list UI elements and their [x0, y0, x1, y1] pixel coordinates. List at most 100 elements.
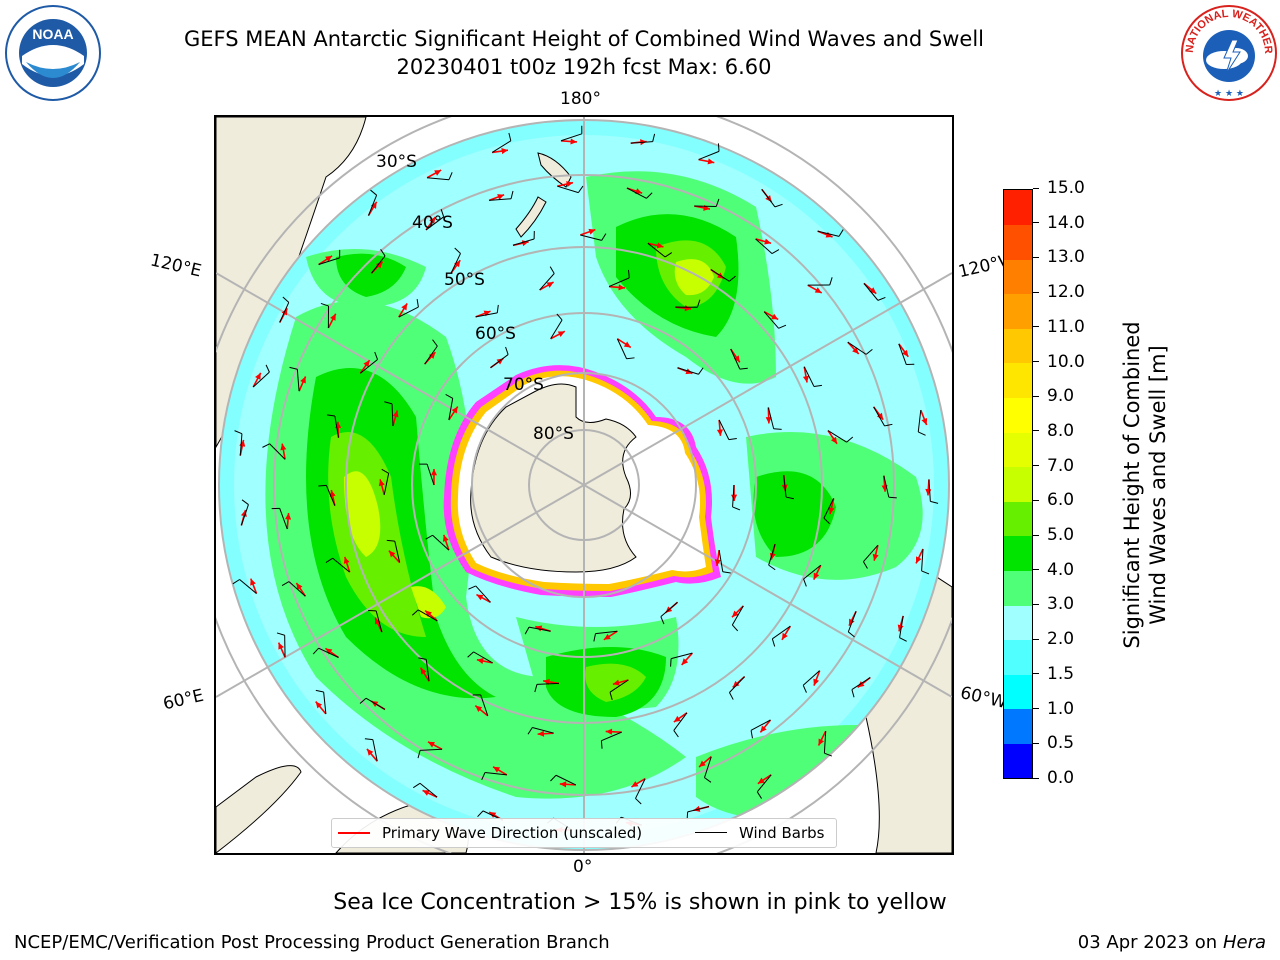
wave-arrow-head	[375, 617, 381, 625]
wave-arrow-head	[699, 760, 706, 768]
colorbar-label-line2: Wind Waves and Swell [m]	[1146, 345, 1170, 625]
wind-barb	[448, 398, 454, 421]
polar-map	[216, 117, 952, 853]
wind-barb-feather	[660, 616, 665, 625]
colorbar	[1003, 189, 1033, 779]
wind-barb-feather	[698, 367, 704, 375]
wind-barb-feather	[921, 570, 930, 575]
wind-barb	[296, 369, 300, 392]
wind-barb-feather	[673, 730, 679, 738]
legend-wave-swatch	[338, 832, 370, 834]
wave-arrow-head	[612, 679, 620, 686]
wind-barb-feather	[899, 637, 907, 642]
wind-barb-feather	[454, 247, 461, 254]
wind-barb	[847, 611, 857, 633]
wave-arrow-head	[451, 406, 458, 414]
map-panel	[214, 115, 954, 855]
colorbar-segment	[1004, 328, 1032, 364]
wind-barb-feather	[750, 730, 753, 739]
wind-barb	[371, 255, 386, 274]
wind-barb	[670, 652, 693, 660]
wave-arrow-head	[300, 376, 306, 384]
wind-barb	[899, 615, 904, 638]
wave-arrow-head	[897, 624, 904, 632]
wind-barb-feather	[550, 774, 557, 782]
wind-barb	[391, 403, 394, 426]
wind-barb-feather	[318, 484, 327, 487]
colorbar-tick: 1.0	[1033, 699, 1074, 719]
wind-barb-feather	[739, 367, 748, 370]
wind-barb	[239, 433, 243, 456]
lon-label-60e: 60°E	[161, 685, 206, 715]
colorbar-tick: 4.0	[1033, 560, 1074, 580]
wave-arrow-head	[921, 418, 928, 426]
wind-barb	[851, 677, 871, 691]
wave-arrow-head	[618, 284, 625, 291]
wind-barb-feather	[778, 324, 787, 329]
wind-barb-feather	[534, 684, 538, 693]
wind-barb-feather	[411, 609, 419, 616]
wave-arrow-head	[425, 610, 432, 617]
wave-arrow-head	[559, 781, 567, 788]
wave-arrow-head	[363, 360, 370, 368]
legend-barb-swatch	[695, 832, 727, 833]
colorbar-tick: 12.0	[1033, 282, 1085, 302]
wind-barb	[490, 354, 509, 369]
wind-barb	[279, 508, 288, 530]
wind-barb-feather	[865, 349, 873, 355]
wave-arrow-head	[631, 781, 639, 787]
wind-barb	[698, 150, 720, 161]
graticule	[216, 117, 952, 853]
wind-barb	[532, 727, 554, 734]
wind-barb	[704, 756, 712, 778]
wind-barb	[630, 141, 653, 144]
lon-label-180: 180°	[560, 89, 601, 109]
wind-barb	[417, 609, 438, 622]
wave-arrow-head	[442, 534, 449, 542]
wind-barb	[601, 731, 622, 742]
wind-barb-feather	[448, 172, 453, 180]
wind-barb-feather	[577, 185, 584, 193]
wind-barb-feather	[729, 275, 736, 282]
wind-barb	[528, 626, 551, 632]
wind-barb-feather	[262, 443, 270, 448]
wind-barb	[729, 676, 745, 693]
wind-barb-feather	[802, 685, 807, 693]
wind-barb	[847, 341, 867, 355]
wave-arrow-head	[714, 559, 721, 566]
wind-barb-feather	[477, 810, 484, 818]
wind-barb	[424, 345, 438, 365]
colorbar-tick: 9.0	[1033, 386, 1074, 406]
wave-arrow-head	[681, 658, 689, 665]
wave-arrow-head	[872, 553, 879, 561]
wind-barb-feather	[646, 192, 653, 199]
wind-barb-feather	[496, 304, 499, 313]
wind-barb-feather	[813, 384, 822, 387]
wind-barb-feather	[717, 143, 720, 152]
wave-arrow-head	[401, 303, 408, 311]
colorbar-tick: 15.0	[1033, 178, 1085, 198]
wave-arrow-head	[771, 313, 779, 320]
wind-barb-feather	[732, 506, 741, 511]
wind-barb	[803, 366, 815, 387]
wave-arrow-head	[535, 625, 543, 632]
wave-arrow-head	[476, 594, 484, 601]
wave-arrow-head	[392, 410, 399, 418]
wind-barb	[677, 367, 699, 375]
wind-barb-feather	[374, 351, 379, 360]
wind-barb-feather	[326, 414, 335, 417]
wave-arrow-head	[280, 443, 287, 451]
wind-barb-feather	[731, 624, 739, 632]
wind-barb	[557, 185, 579, 194]
wind-barb	[398, 306, 419, 318]
wind-barb	[609, 679, 629, 693]
wave-arrow-head	[828, 507, 835, 515]
colorbar-segment	[1004, 605, 1032, 641]
wave-arrow-head	[546, 282, 554, 288]
wave-arrow-head	[388, 550, 396, 558]
wind-barb	[484, 772, 507, 776]
wave-arrow-head	[876, 412, 884, 420]
wind-barb-feather	[601, 233, 607, 241]
wind-barb-feather	[241, 499, 249, 505]
wind-barb	[269, 443, 286, 460]
